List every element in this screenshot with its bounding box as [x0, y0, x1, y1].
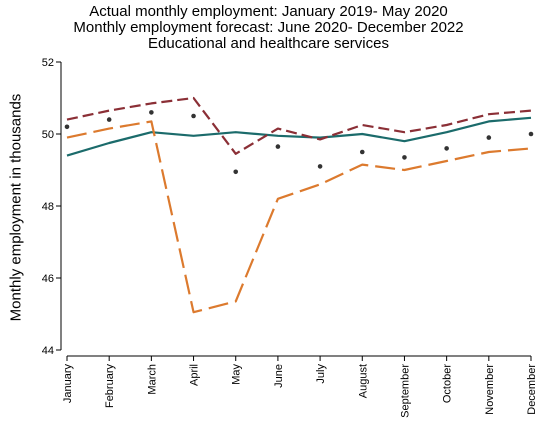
chart-title-line-2: Monthly employment forecast: June 2020- …	[73, 19, 464, 36]
series-group	[64, 96, 534, 314]
y-tick-label-52: 52	[42, 57, 54, 69]
series-3-point-11	[528, 131, 534, 137]
x-tick-label-february: February	[104, 364, 116, 409]
series-2-line	[66, 120, 532, 314]
series-3-point-1	[106, 117, 112, 122]
series-3-point-9	[444, 146, 449, 151]
y-tick-label-48: 48	[42, 201, 54, 213]
series-3-point-4	[233, 169, 239, 175]
y-tick-label-46: 46	[42, 273, 54, 285]
series-1-line	[66, 96, 532, 155]
y-tick-label-44: 44	[42, 345, 54, 357]
series-3-point-10	[486, 135, 492, 140]
series-3-point-7	[359, 149, 365, 155]
series-3-point-5	[275, 144, 281, 149]
series-0-line	[66, 116, 532, 157]
series-3-point-2	[149, 110, 154, 115]
x-tick-label-november: November	[484, 364, 496, 415]
chart-title-line-1: Actual monthly employment: January 2019-…	[89, 3, 448, 20]
x-tick-label-august: August	[357, 364, 369, 398]
x-tick-label-march: March	[146, 364, 158, 395]
x-tick-label-september: September	[399, 364, 411, 418]
chart-title-line-3: Educational and healthcare services	[148, 35, 389, 52]
x-tick-label-april: April	[189, 364, 201, 386]
series-3-point-8	[402, 155, 407, 160]
series-3-point-3	[191, 113, 196, 119]
axes: 44 46 48 50 52 January February March April May Ju…	[42, 57, 537, 418]
x-tick-label-may: May	[231, 364, 243, 385]
x-tick-label-december: December	[526, 364, 537, 415]
x-tick-label-july: July	[315, 364, 327, 384]
series-3-point-6	[317, 164, 323, 169]
series-3-point-0	[64, 124, 70, 130]
y-tick-label-50: 50	[42, 129, 54, 141]
x-tick-label-october: October	[442, 364, 454, 403]
x-tick-label-january: January	[62, 364, 74, 404]
x-tick-label-june: June	[273, 364, 285, 388]
